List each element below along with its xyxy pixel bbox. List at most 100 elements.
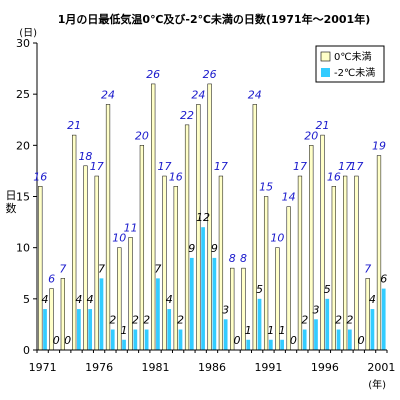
y-axis-unit: (日) [19,28,37,39]
data-label-minus2c-2000: 4 [369,293,376,306]
bar-0c-1993 [286,206,291,351]
bar-minus2c-1980 [144,329,149,350]
data-label-minus2c-1999: 0 [358,334,365,347]
data-label-minus2c-1995: 3 [312,303,319,316]
bars-layer [38,83,386,351]
data-label-0c-1976: 17 [90,160,104,173]
legend-swatch-0c [320,51,331,62]
legend: 0℃未満 -2℃未満 [315,45,385,83]
data-label-minus2c-2001: 6 [380,273,387,286]
data-label-minus2c-1979: 2 [132,314,139,327]
bar-0c-2000 [365,278,370,351]
data-label-minus2c-1971: 4 [42,293,49,306]
data-label-0c-1982: 17 [157,160,171,173]
data-label-minus2c-1987: 3 [222,303,229,316]
y-axis-label-char: 数 [6,202,17,215]
data-label-minus2c-1985: 12 [196,211,210,224]
bar-minus2c-1994 [302,329,307,350]
data-label-minus2c-1997: 2 [335,314,342,327]
data-label-minus2c-1976: 7 [98,262,105,275]
y-tick-label: 15 [16,191,30,204]
data-label-minus2c-1992: 1 [279,324,286,337]
legend-swatch-minus2c [321,68,330,77]
data-label-minus2c-1980: 2 [143,314,150,327]
bar-0c-1999 [354,175,359,351]
data-label-0c-1988: 8 [229,252,236,265]
bar-0c-1987 [218,175,224,351]
bar-0c-1995 [309,145,314,351]
data-label-minus2c-1988: 0 [233,334,240,347]
legend-label-minus2c: -2℃未満 [334,67,375,79]
data-label-minus2c-1972: 0 [53,334,60,347]
data-label-0c-1983: 16 [169,170,183,183]
legend-label-0c: 0℃未満 [334,51,372,63]
data-label-minus2c-1998: 2 [346,314,353,327]
bar-minus2c-1996 [325,298,330,350]
bar-minus2c-1998 [347,329,352,350]
bar-minus2c-1984 [189,257,194,350]
bar-0c-1971 [38,186,43,351]
data-label-0c-1974: 21 [67,119,81,132]
data-label-minus2c-1978: 1 [121,324,128,337]
data-label-0c-1999: 17 [349,160,363,173]
x-tick-label: 1976 [85,361,113,374]
bar-0c-1985 [196,104,201,351]
y-tick-label: 20 [16,139,30,152]
bar-minus2c-1986 [212,257,217,350]
data-label-minus2c-1975: 4 [87,293,94,306]
bar-minus2c-1991 [268,339,273,350]
data-label-0c-1979: 11 [124,221,138,234]
x-tick-label: 1971 [29,361,57,374]
bar-minus2c-2001 [381,288,386,350]
data-label-0c-2001: 19 [372,140,386,153]
data-label-0c-1989: 8 [240,252,247,265]
bar-minus2c-1975 [88,309,93,350]
bar-minus2c-1978 [122,339,126,350]
bar-0c-1975 [83,165,88,351]
data-label-minus2c-1989: 1 [245,324,252,337]
data-label-0c-1986: 26 [203,68,217,81]
bar-0c-1979 [128,237,133,351]
bar-minus2c-1983 [178,329,183,350]
bar-0c-1974 [72,134,77,351]
bar-minus2c-1974 [77,309,81,350]
data-label-0c-1995: 20 [304,129,318,142]
x-tick-label: 1986 [198,361,226,374]
bar-0c-1984 [184,124,190,351]
y-tick-label: 30 [16,37,30,50]
chart-title: 1月の日最低気温0℃及び-2℃未満の日数(1971年～2001年) [58,12,370,26]
bar-minus2c-1971 [43,309,47,350]
data-label-minus2c-1973: 0 [64,334,71,347]
x-tick-label: 2001 [367,361,395,374]
data-label-minus2c-1991: 1 [267,324,274,337]
x-tick-label: 1991 [254,361,282,374]
bar-minus2c-1976 [99,278,104,350]
data-label-0c-1978: 10 [112,232,126,245]
data-label-0c-1972: 6 [48,273,55,286]
data-label-0c-1981: 26 [146,68,160,81]
data-label-0c-1987: 17 [214,160,228,173]
data-label-0c-1994: 17 [293,160,307,173]
data-label-minus2c-1977: 2 [109,314,116,327]
bar-minus2c-1981 [156,278,160,350]
y-tick-label: 10 [16,242,30,255]
bar-minus2c-1997 [336,329,341,350]
x-tick-label: 1981 [142,361,170,374]
bar-minus2c-2000 [370,309,375,350]
data-label-0c-1971: 16 [33,170,47,183]
bar-minus2c-1990 [257,298,262,350]
y-axis-label-char: 日 [6,189,17,202]
data-label-minus2c-1990: 5 [256,283,263,296]
data-label-minus2c-1983: 2 [177,314,184,327]
bar-0c-1981 [151,83,156,351]
x-axis-unit: (年) [368,378,386,391]
data-label-0c-1993: 14 [282,191,296,204]
bar-minus2c-1989 [246,339,251,350]
bar-0c-1990 [252,104,257,351]
bar-minus2c-1979 [133,329,138,350]
bar-minus2c-1977 [110,329,115,350]
bar-minus2c-1995 [314,319,318,350]
y-tick-label: 25 [16,88,30,101]
bar-minus2c-1982 [167,309,172,350]
